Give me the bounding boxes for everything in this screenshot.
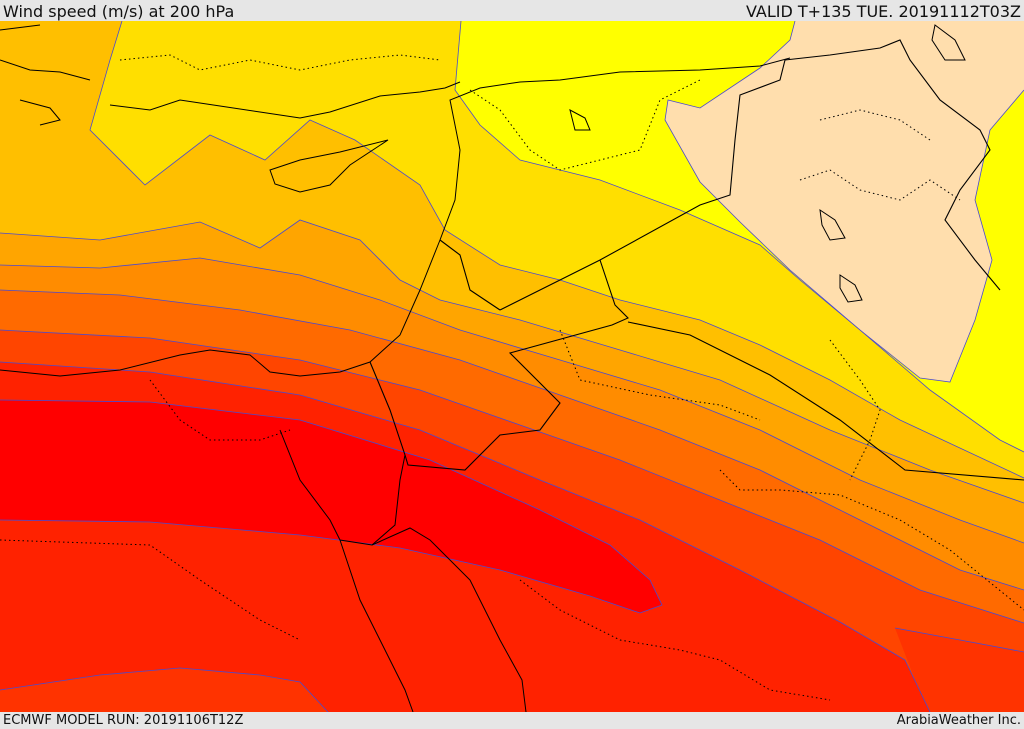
model-run: ECMWF MODEL RUN: 20191106T12Z [3, 713, 244, 728]
band-red-2 [0, 668, 328, 712]
internal-borders [0, 54, 1024, 701]
header-bar: Wind speed (m/s) at 200 hPa VALID T+135 … [0, 0, 1024, 21]
footer-bar: ECMWF MODEL RUN: 20191106T12Z ArabiaWeat… [0, 712, 1024, 729]
coastlines [0, 24, 966, 712]
credit: ArabiaWeather Inc. [896, 713, 1021, 728]
band-red-core [0, 400, 662, 613]
wind-speed-map [0, 21, 1024, 712]
map-title: Wind speed (m/s) at 200 hPa [3, 2, 235, 21]
band-beige [665, 21, 1024, 382]
band-red-3 [895, 628, 1024, 712]
borders [369, 39, 1024, 481]
valid-time: VALID T+135 TUE. 20191112T03Z [745, 2, 1021, 21]
